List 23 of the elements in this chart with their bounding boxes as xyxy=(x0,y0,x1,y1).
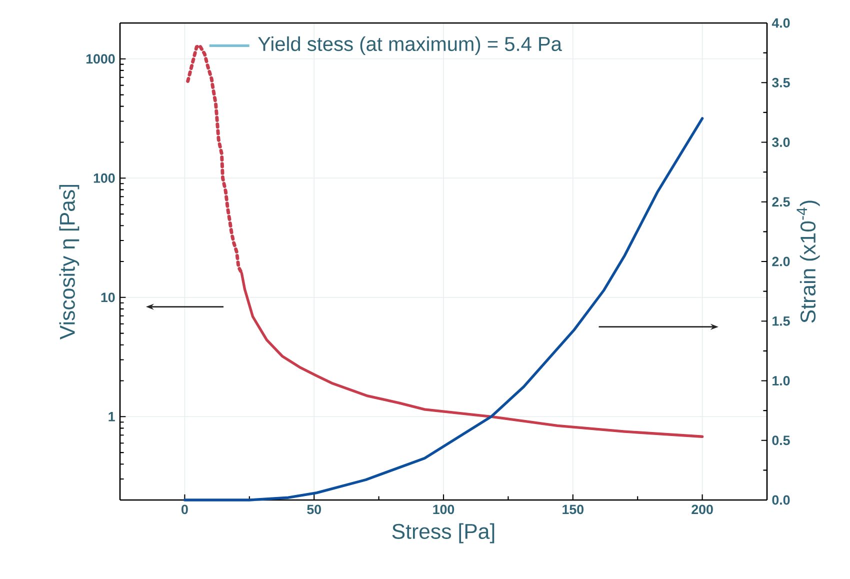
y-tick-label: 10 xyxy=(101,292,115,302)
x-tick-label: 200 xyxy=(692,504,713,514)
y2-tick-label: 2.5 xyxy=(772,197,790,207)
y-tick-label: 1 xyxy=(108,412,115,422)
y2-axis-title: Strain (x10$^{-4}$) xyxy=(796,200,820,323)
line-series xyxy=(183,117,704,502)
y2-tick-label: 4.0 xyxy=(772,18,790,28)
y2-tick-label: 1.5 xyxy=(772,316,790,326)
y-axis-title: Viscosity η [Pas] xyxy=(59,184,80,340)
x-axis-title: Stress [Pa] xyxy=(392,523,494,544)
x-tick-label: 100 xyxy=(433,504,454,514)
y2-tick-label: 0.0 xyxy=(772,495,790,505)
x-tick-label: 0 xyxy=(182,504,188,514)
y-tick-label: 100 xyxy=(94,173,115,183)
y2-tick-label: 3.5 xyxy=(772,78,790,88)
x-tick-label: 150 xyxy=(562,504,584,514)
annotation: Yield stess (at maximum) = 5.4 Pa xyxy=(258,36,562,56)
y2-tick-label: 0.5 xyxy=(772,436,790,446)
y2-tick-label: 2.0 xyxy=(772,256,790,266)
y2-tick-label: 1.0 xyxy=(772,376,790,386)
y-tick-label: 1000 xyxy=(86,54,115,64)
y2-tick-label: 3.0 xyxy=(772,138,790,147)
x-tick-label: 50 xyxy=(307,504,321,514)
